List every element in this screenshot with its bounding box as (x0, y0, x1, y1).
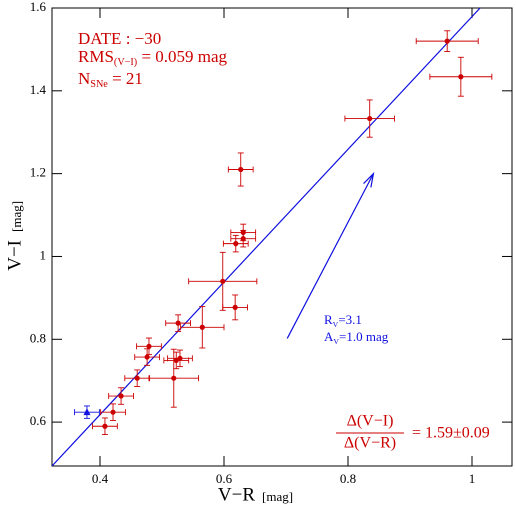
data-point (83, 408, 91, 416)
data-point (199, 324, 205, 330)
data-point (444, 38, 450, 44)
data-point (110, 409, 116, 415)
fit-line (52, 8, 481, 466)
arrow-label-rv-main: R (324, 312, 333, 327)
data-point (238, 166, 244, 173)
plot-frame (51, 7, 513, 467)
data-point (233, 241, 239, 247)
slope-numerator: Δ(V−I) (347, 413, 394, 430)
nsne-annotation: NSNe = 21 (78, 69, 143, 91)
data-point (146, 343, 152, 349)
y-tick-label: 0.8 (30, 330, 46, 345)
data-point (240, 236, 246, 242)
y-axis-label: V−I (4, 240, 25, 271)
x-tick-label: 0.4 (92, 471, 109, 486)
data-point (220, 278, 226, 284)
reddening-arrow (286, 173, 374, 339)
data-point (175, 320, 181, 326)
slope-denominator: Δ(V−R) (344, 435, 396, 452)
arrow-label-av-rest: =1.0 mag (339, 329, 389, 344)
nsne-annotation-sub: SNe (90, 79, 108, 90)
x-tick-label: 0.8 (340, 471, 356, 486)
data-point (134, 375, 140, 381)
data-point (367, 115, 373, 122)
slope-value: = 1.59±0.09 (412, 425, 490, 442)
arrow-label-av: AV=1.0 mag (324, 329, 389, 346)
nsne-annotation-main: N (78, 69, 90, 88)
x-axis-unit: [mag] (262, 489, 293, 504)
x-axis-label: V−R (218, 484, 255, 505)
data-point (232, 304, 238, 310)
x-tick-label: 0.6 (216, 471, 233, 486)
arrow-label-rv-sub: V (333, 320, 339, 329)
arrow-label-rv: RV=3.1 (324, 312, 362, 329)
rms-annotation-rest: = 0.059 mag (137, 47, 227, 66)
arrow-head (363, 171, 375, 188)
arrow-label-av-main: A (324, 329, 334, 344)
y-axis-title: V−I [mag] (4, 201, 25, 271)
x-tick-label: 1 (469, 471, 476, 486)
arrow-label-av-sub: V (333, 337, 339, 346)
rms-annotation-main: RMS (78, 47, 114, 66)
y-tick-label: 0.6 (30, 413, 47, 428)
y-tick-label: 1.4 (30, 82, 47, 97)
nsne-annotation-rest: = 21 (108, 69, 143, 88)
y-tick-label: 1.6 (30, 0, 47, 14)
data-point (171, 375, 177, 381)
date-annotation: DATE : −30 (78, 29, 161, 48)
arrow-label-rv-rest: =3.1 (338, 312, 362, 327)
y-axis-unit: [mag] (9, 201, 24, 232)
rms-annotation-sub: (V−I) (114, 57, 137, 68)
y-tick-label: 1 (40, 247, 47, 262)
data-point (118, 393, 124, 399)
y-tick-label: 1.2 (30, 165, 46, 180)
data-point (458, 74, 464, 80)
data-point (144, 354, 150, 360)
rms-annotation: RMS(V−I) = 0.059 mag (78, 47, 228, 69)
data-point (102, 423, 108, 429)
data-point (173, 357, 179, 364)
